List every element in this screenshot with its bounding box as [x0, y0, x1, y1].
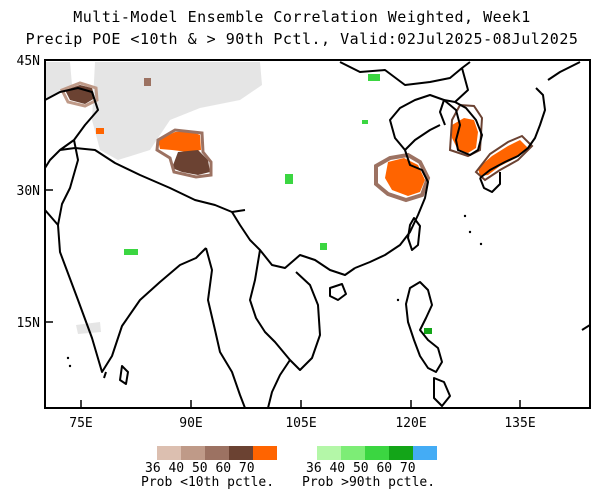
- below-blob-korea: [452, 118, 478, 153]
- above-blob-south-china: [320, 243, 327, 250]
- lat-label-45n: 45N: [17, 54, 40, 69]
- legend-above-swatch-5: [413, 446, 437, 460]
- lat-label-15n: 15N: [17, 316, 40, 331]
- legend-below-swatch-3: [205, 446, 229, 460]
- legend-below-title: Prob <10th pctle.: [141, 475, 275, 490]
- above-blob-bengal: [124, 249, 138, 255]
- legend-below-swatch-1: [157, 446, 181, 460]
- lat-label-30n: 30N: [17, 184, 40, 199]
- above-blob-mongolia: [368, 74, 380, 81]
- legend-above-values: 36 40 50 60 70: [306, 461, 416, 476]
- islands: [66, 214, 483, 368]
- legend-below-swatch-5: [253, 446, 277, 460]
- map-body: [45, 61, 590, 408]
- below-blob-japan: [478, 140, 528, 176]
- legend-below-bar: [157, 446, 277, 460]
- tick-marks: [45, 59, 521, 408]
- legend-above-swatch-3: [365, 446, 389, 460]
- lon-label-90e: 90E: [179, 416, 202, 431]
- below-anomaly-blobs: [59, 78, 534, 203]
- lon-label-105e: 105E: [285, 416, 316, 431]
- legend-above-swatch-1: [317, 446, 341, 460]
- below-blob-japan-edge: [474, 134, 534, 182]
- below-blob-tibet-north: [158, 131, 201, 152]
- above-anomaly-blobs: [124, 74, 432, 334]
- legend-above-title: Prob >90th pctle.: [302, 475, 436, 490]
- chart-title-line1: Multi-Model Ensemble Correlation Weighte…: [73, 8, 531, 26]
- below-blob-small1: [144, 78, 151, 86]
- lon-label-120e: 120E: [395, 416, 426, 431]
- above-blob-china-mid: [285, 174, 293, 184]
- lon-label-75e: 75E: [69, 416, 92, 431]
- below-blob-tibet-ring: [155, 128, 213, 179]
- legend-below-swatch-2: [181, 446, 205, 460]
- below-blob-eastchina-edge: [374, 152, 431, 203]
- legend-below-swatch-4: [229, 446, 253, 460]
- legend-above-bar: [317, 446, 437, 460]
- below-blob-small2: [96, 128, 104, 134]
- legend-above-swatch-2: [341, 446, 365, 460]
- lon-label-135e: 135E: [504, 416, 535, 431]
- legend-below-values: 36 40 50 60 70: [145, 461, 255, 476]
- below-blob-kashmir-edge: [59, 81, 99, 108]
- below-blob-tibet-south: [172, 150, 210, 175]
- legend-above-swatch-4: [389, 446, 413, 460]
- coastlines-borders: [45, 61, 590, 408]
- above-blob-luzon: [424, 328, 432, 334]
- above-blob-north: [362, 120, 368, 124]
- chart-title-line2: Precip POE <10th & > 90th Pctl., Valid:0…: [25, 30, 579, 48]
- map-frame: [44, 59, 591, 409]
